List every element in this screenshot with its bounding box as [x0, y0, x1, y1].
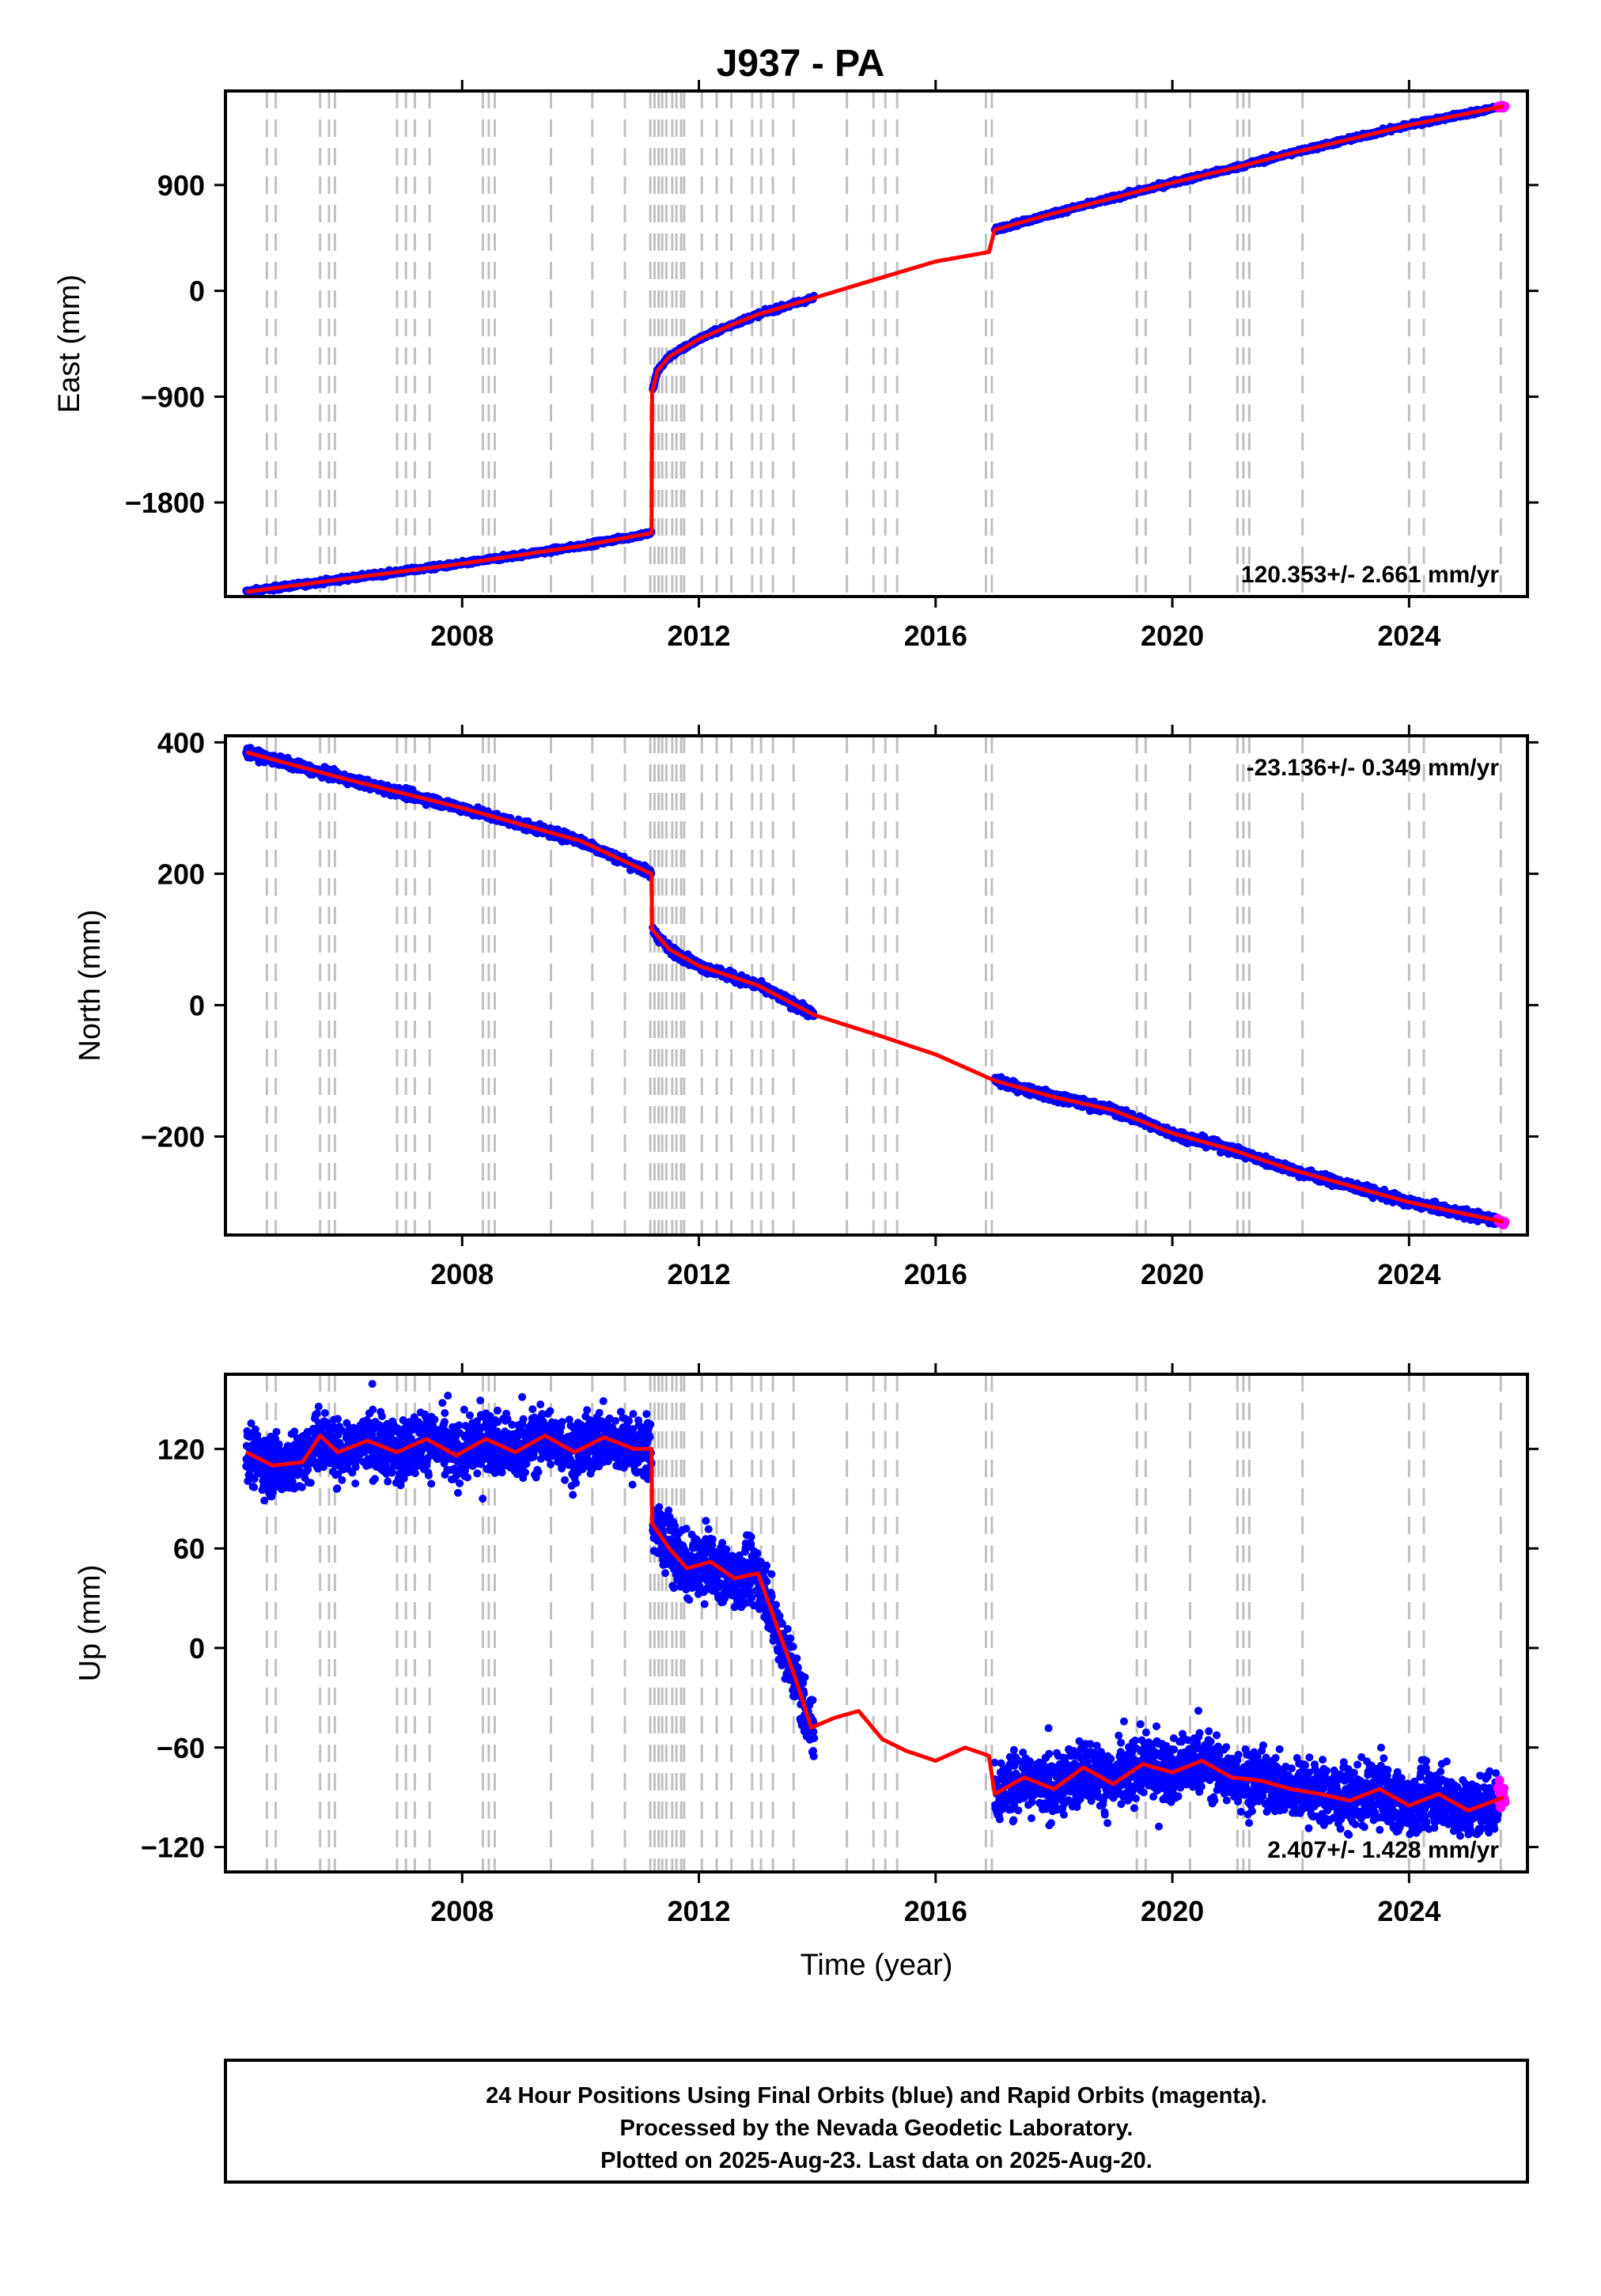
- y-tick-label: −900: [141, 381, 205, 413]
- rapid-point: [1500, 101, 1510, 112]
- x-tick-label: 2020: [1141, 619, 1204, 652]
- y-tick-label: 0: [189, 275, 205, 308]
- model-line: [245, 104, 1504, 594]
- final-orbit-points: [242, 102, 1502, 597]
- final-orbit-points: [242, 744, 1502, 1229]
- plot-area: [242, 91, 1510, 597]
- figure-title: J937 - PA: [717, 43, 885, 85]
- plot-frame: [224, 89, 1529, 598]
- x-tick-label: 2024: [1377, 619, 1440, 652]
- y-tick-label: 900: [157, 169, 205, 202]
- panels-group: 2008 2012 2016 2020 2024 −1800 −900 0 900 East (m…: [53, 80, 1539, 1982]
- y-tick-label: −1800: [125, 487, 205, 519]
- y-axis-label: East (mm): [53, 275, 86, 413]
- panel-east: 2008 2012 2016 2020 2024 −1800 −900 0 900 East (m…: [53, 80, 1539, 652]
- velocity-annotation: 120.353+/- 2.661 mm/yr: [1241, 562, 1499, 588]
- plot-area: [242, 736, 1510, 1235]
- x-tick-label: 2008: [430, 619, 494, 652]
- x-tick-label: 2016: [904, 619, 967, 652]
- x-tick-label: 2012: [667, 619, 730, 652]
